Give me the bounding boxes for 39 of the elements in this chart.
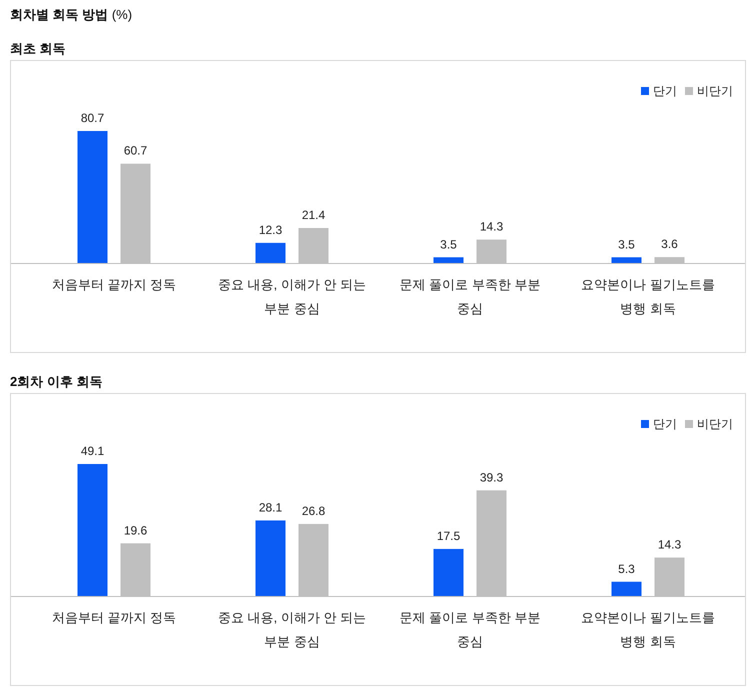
x-tick-label: 문제 풀이로 부족한 부분 중심 xyxy=(400,277,540,316)
data-label: 3.6 xyxy=(661,237,678,252)
chart-subtitle: 최초 회독 xyxy=(10,40,66,58)
bar xyxy=(434,257,464,263)
bar xyxy=(78,131,108,263)
data-label: 17.5 xyxy=(436,528,460,543)
legend-label: 단기 xyxy=(653,84,677,98)
x-tick-label: 문제 풀이로 부족한 부분 중심 xyxy=(400,610,540,649)
data-label: 12.3 xyxy=(258,222,282,237)
bar xyxy=(256,520,286,596)
data-label: 39.3 xyxy=(480,470,504,484)
x-tick-label: 중요 내용, 이해가 안 되는 부분 중심 xyxy=(218,610,366,649)
data-label: 26.8 xyxy=(302,504,326,518)
data-label: 60.7 xyxy=(124,144,148,158)
legend-label: 비단기 xyxy=(697,417,733,431)
data-label: 19.6 xyxy=(124,523,148,538)
chart-title: 회차별 회독 방법 (%) xyxy=(10,6,132,24)
x-tick-label: 처음부터 끝까지 정독 xyxy=(52,610,176,625)
data-label: 14.3 xyxy=(480,220,504,234)
data-label: 5.3 xyxy=(618,562,636,576)
data-label: 3.5 xyxy=(440,237,458,252)
legend-label: 비단기 xyxy=(697,84,733,98)
data-label: 28.1 xyxy=(258,500,282,514)
bar xyxy=(612,582,642,596)
bar xyxy=(612,257,642,263)
chart-title: 2회차 이후 회독 xyxy=(10,373,102,391)
data-label: 80.7 xyxy=(80,111,104,125)
data-label: 21.4 xyxy=(302,208,326,222)
x-tick-label: 처음부터 끝까지 정독 xyxy=(52,277,176,292)
bar xyxy=(434,548,464,596)
legend-label: 단기 xyxy=(653,417,677,431)
bar xyxy=(78,464,108,596)
bar xyxy=(256,242,286,263)
data-label: 14.3 xyxy=(658,538,682,552)
data-label: 49.1 xyxy=(80,444,104,458)
x-tick-label: 중요 내용, 이해가 안 되는 부분 중심 xyxy=(218,277,366,316)
x-tick-label: 요약본이나 필기노트를 병행 회독 xyxy=(581,277,715,316)
data-label: 3.5 xyxy=(618,237,636,252)
x-tick-label: 요약본이나 필기노트를 병행 회독 xyxy=(581,610,715,649)
